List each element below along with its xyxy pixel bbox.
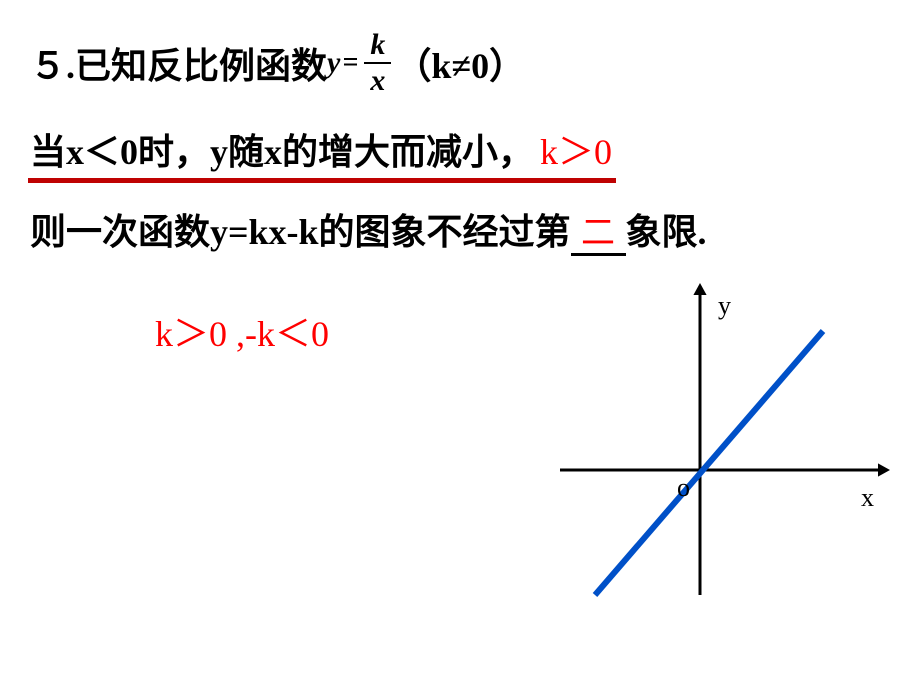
origin-label: o bbox=[677, 473, 690, 503]
graph-svg bbox=[555, 275, 895, 605]
problem-content: ５. 已知反比例函数 y = k x （k≠0） 当x＜0时，y随x的增大而减小… bbox=[30, 28, 910, 256]
red-underline bbox=[28, 178, 616, 183]
fraction-numerator: k bbox=[364, 30, 391, 62]
problem-line-3: 则一次函数y=kx-k的图象不经过第 二 象限. bbox=[30, 203, 910, 256]
y-axis-label: y bbox=[718, 291, 731, 321]
problem-line-2: 当x＜0时，y随x的增大而减小， k＞0 bbox=[30, 123, 910, 175]
problem-line-1: ５. 已知反比例函数 y = k x （k≠0） bbox=[30, 28, 910, 98]
x-axis-label: x bbox=[861, 483, 874, 513]
line2-text: 当x＜0时，y随x的增大而减小， bbox=[30, 123, 534, 175]
line3-prefix: 则一次函数y=kx-k的图象不经过第 bbox=[30, 203, 571, 255]
hint-text: k＞0 ,-k＜0 bbox=[155, 305, 329, 357]
formula-fraction: k x bbox=[364, 30, 391, 96]
formula-y: y bbox=[327, 46, 340, 80]
fraction-denominator: x bbox=[364, 62, 391, 96]
problem-number: ５. bbox=[30, 37, 75, 89]
text-part-2: （k≠0） bbox=[395, 37, 525, 89]
answer-blank: 二 bbox=[571, 217, 626, 256]
formula-equals: = bbox=[342, 47, 358, 79]
k-condition: k＞0 bbox=[540, 123, 612, 175]
text-part-1: 已知反比例函数 bbox=[75, 37, 327, 89]
line3-suffix: 象限. bbox=[626, 203, 707, 255]
coordinate-graph: y x o bbox=[555, 275, 895, 605]
